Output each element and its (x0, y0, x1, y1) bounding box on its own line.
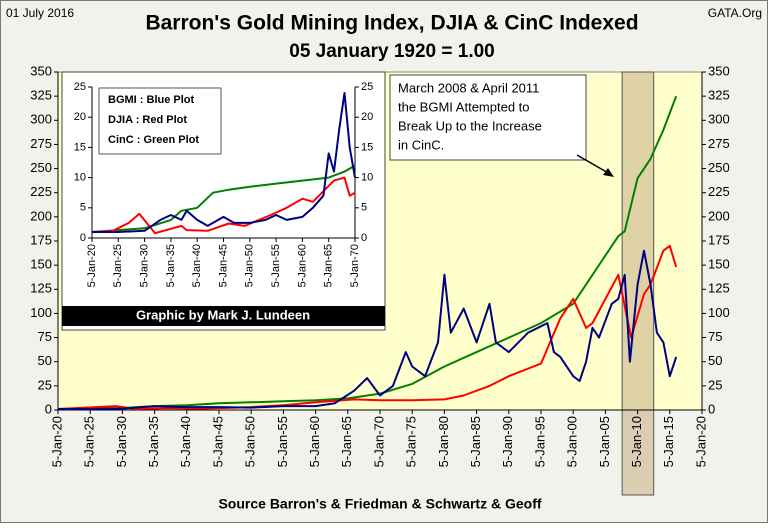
series-line (92, 92, 356, 233)
x-tick-label: 5-Jan-80 (436, 416, 451, 467)
y-tick-label: 350 (30, 63, 52, 78)
y2-tick-label: 20 (361, 111, 373, 123)
y-tick-label: 20 (74, 111, 86, 123)
x-tick-label: 5-Jan-40 (191, 244, 203, 287)
x-tick-label: 5-Jan-35 (146, 416, 161, 467)
x-tick-label: 5-Jan-20 (86, 244, 98, 287)
y-tick-label: 5 (80, 202, 86, 214)
x-tick-label: 5-Jan-35 (165, 244, 177, 287)
x-tick-label: 5-Jan-20 (693, 416, 708, 467)
y2-tick-label: 75 (708, 329, 722, 344)
y-tick-label: 325 (30, 88, 52, 103)
annotation: March 2008 & April 2011 (398, 80, 539, 95)
source-site: GATA.Org (708, 6, 762, 20)
credit: Graphic by Mark J. Lundeen (136, 307, 310, 322)
series-line (58, 249, 678, 410)
date: 01 July 2016 (6, 6, 74, 20)
y-tick-label: 75 (38, 329, 52, 344)
y-tick-label: 150 (30, 257, 52, 272)
y-tick-label: 50 (38, 353, 52, 368)
x-tick-label: 5-Jan-60 (296, 244, 308, 287)
y2-tick-label: 50 (708, 353, 722, 368)
x-tick-label: 5-Jan-55 (270, 244, 282, 287)
annotation-box (389, 74, 587, 161)
y2-tick-label: 25 (708, 377, 722, 392)
y2-tick-label: 175 (708, 232, 730, 247)
y2-tick-label: 125 (708, 281, 730, 296)
legend-text: DJIA : Red Plot (108, 114, 187, 126)
chart-title: Barron's Gold Mining Index, DJIA & CinC … (145, 12, 638, 35)
annotation: Break Up to the Increase (398, 118, 542, 133)
x-tick-label: 5-Jan-90 (500, 416, 515, 467)
annotation-arrow (576, 154, 611, 175)
y2-tick-label: 350 (708, 63, 730, 78)
y-tick-label: 10 (74, 172, 86, 184)
x-tick-label: 5-Jan-95 (532, 416, 547, 467)
y2-tick-label: 25 (361, 81, 373, 93)
x-tick-label: 5-Jan-85 (468, 416, 483, 467)
credit-bar (62, 306, 385, 326)
y2-tick-label: 250 (708, 160, 730, 175)
x-tick-label: 5-Jan-45 (217, 244, 229, 287)
x-tick-label: 5-Jan-25 (82, 416, 97, 467)
y-tick-label: 200 (30, 208, 52, 223)
y2-tick-label: 150 (708, 257, 730, 272)
y2-tick-label: 5 (361, 202, 367, 214)
y-tick-label: 0 (45, 401, 52, 416)
y2-tick-label: 10 (361, 172, 373, 184)
y-tick-label: 25 (38, 377, 52, 392)
y2-tick-label: 300 (708, 112, 730, 127)
series-line (91, 176, 356, 235)
annotation: in CinC. (398, 137, 444, 152)
y-tick-label: 125 (30, 281, 52, 296)
y2-tick-label: 0 (708, 401, 715, 416)
y2-tick-label: 275 (708, 136, 730, 151)
x-tick-label: 5-Jan-55 (275, 416, 290, 467)
annotation: the BGMI Attempted to (398, 99, 530, 114)
x-tick-label: 5-Jan-60 (307, 416, 322, 467)
x-tick-label: 5-Jan-30 (114, 416, 129, 467)
x-tick-label: 5-Jan-25 (112, 244, 124, 287)
x-tick-label: 5-Jan-70 (349, 244, 361, 287)
x-tick-label: 5-Jan-05 (597, 416, 612, 467)
x-tick-label: 5-Jan-20 (49, 416, 64, 467)
x-tick-label: 5-Jan-15 (661, 416, 676, 467)
chart-subtitle: 05 January 1920 = 1.00 (289, 41, 494, 62)
y2-tick-label: 200 (708, 208, 730, 223)
inset-legend-box (98, 87, 222, 155)
y-tick-label: 100 (30, 305, 52, 320)
y-tick-label: 0 (80, 232, 86, 244)
y-tick-label: 25 (74, 81, 86, 93)
x-tick-label: 5-Jan-65 (339, 416, 354, 467)
y2-tick-label: 100 (708, 305, 730, 320)
x-tick-label: 5-Jan-45 (210, 416, 225, 467)
y-tick-label: 15 (74, 141, 86, 153)
y-tick-label: 225 (30, 184, 52, 199)
x-tick-label: 5-Jan-50 (243, 416, 258, 467)
x-tick-label: 5-Jan-10 (629, 416, 644, 467)
y-tick-label: 250 (30, 160, 52, 175)
x-tick-label: 5-Jan-40 (178, 416, 193, 467)
y2-tick-label: 325 (708, 88, 730, 103)
x-tick-label: 5-Jan-30 (139, 244, 151, 287)
y2-tick-label: 0 (361, 232, 367, 244)
y-tick-label: 175 (30, 232, 52, 247)
y2-tick-label: 15 (361, 141, 373, 153)
legend-text: CinC : Green Plot (108, 134, 199, 146)
legend-text: BGMI : Blue Plot (108, 94, 195, 106)
x-tick-label: 5-Jan-70 (371, 416, 386, 467)
series-line (57, 95, 678, 410)
y-tick-label: 300 (30, 112, 52, 127)
arrow-head (603, 168, 614, 177)
x-axis-label: Source Barron's & Friedman & Schwartz & … (218, 496, 541, 512)
x-tick-label: 5-Jan-00 (565, 416, 580, 467)
y-tick-label: 275 (30, 136, 52, 151)
y2-tick-label: 225 (708, 184, 730, 199)
x-tick-label: 5-Jan-50 (244, 244, 256, 287)
x-tick-label: 5-Jan-65 (323, 244, 335, 287)
x-tick-label: 5-Jan-75 (404, 416, 419, 467)
